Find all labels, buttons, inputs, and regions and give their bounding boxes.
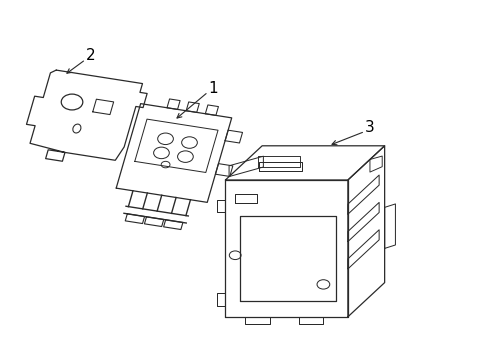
Text: 1: 1 bbox=[208, 81, 218, 96]
Text: 3: 3 bbox=[365, 120, 375, 135]
Text: 2: 2 bbox=[86, 48, 96, 63]
